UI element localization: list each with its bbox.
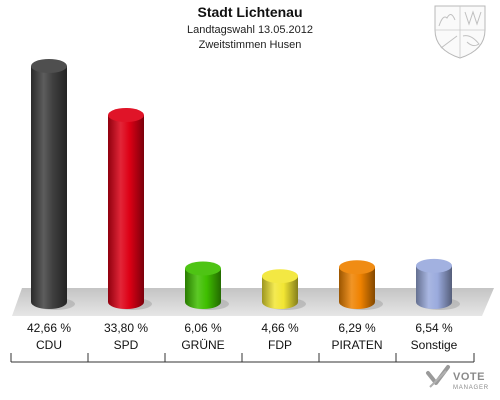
bar-body [31, 66, 67, 309]
bar-gr-ne [185, 261, 229, 310]
bar-top [262, 269, 298, 284]
category-label-sonstige: Sonstige [411, 338, 458, 352]
labels-group: 42,66 % CDU 33,80 % SPD 6,06 % GRÜNE 4,66 % FDP… [27, 321, 458, 352]
bar-body [185, 268, 221, 309]
bar-fdp [262, 269, 306, 310]
value-label-cdu: 42,66 % [27, 321, 71, 335]
category-label-spd: SPD [114, 338, 139, 352]
watermark-line1: VOTE [453, 371, 485, 383]
bar-piraten [339, 260, 383, 310]
category-label-cdu: CDU [36, 338, 62, 352]
value-label-piraten: 6,29 % [338, 321, 376, 335]
category-label-gr-ne: GRÜNE [181, 338, 224, 352]
value-label-gr-ne: 6,06 % [184, 321, 222, 335]
category-label-piraten: PIRATEN [331, 338, 382, 352]
bar-body [416, 265, 452, 309]
bar-body [108, 115, 144, 310]
vote-manager-watermark: VOTE MANAGER [426, 365, 489, 391]
chart-subtitle-district: Zweitstimmen Husen [199, 39, 302, 51]
bar-top [339, 260, 375, 275]
bar-top [416, 258, 452, 273]
bar-body [339, 267, 375, 309]
category-label-fdp: FDP [268, 338, 292, 352]
value-label-sonstige: 6,54 % [415, 321, 453, 335]
value-label-spd: 33,80 % [104, 321, 148, 335]
vote-manager-logo-icon [426, 365, 450, 388]
bar-top [108, 108, 144, 123]
chart-title: Stadt Lichtenau [197, 4, 302, 20]
chart-subtitle-election: Landtagswahl 13.05.2012 [187, 24, 313, 36]
bar-sonstige [416, 258, 460, 310]
bar-top [31, 59, 67, 73]
value-label-fdp: 4,66 % [261, 321, 299, 335]
bar-cdu [31, 59, 75, 310]
bar-spd [108, 108, 152, 310]
nrw-coat-of-arms-icon [434, 5, 486, 59]
watermark-line2: MANAGER [453, 385, 489, 391]
bar-body [262, 276, 298, 309]
category-axis [10, 353, 475, 363]
bar-top [185, 261, 221, 276]
bars-group [31, 59, 460, 310]
